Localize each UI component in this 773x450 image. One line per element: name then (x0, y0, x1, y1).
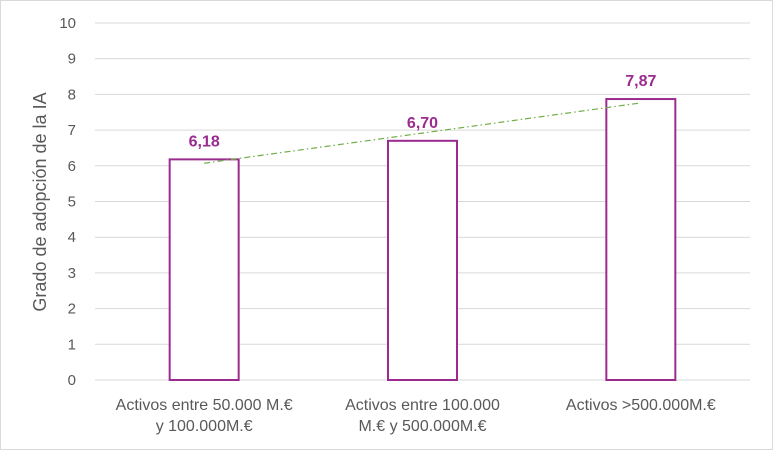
y-tick-label: 1 (68, 336, 76, 353)
x-tick-label: Activos entre 50.000 M.€ (116, 397, 293, 414)
y-tick-label: 2 (68, 301, 76, 318)
y-tick-label: 6 (68, 158, 76, 175)
x-tick-label: Activos >500.000M.€ (566, 397, 716, 414)
x-tick-label: M.€ y 500.000M.€ (358, 418, 486, 435)
y-axis-label: Grado de adopción de la IA (30, 92, 50, 311)
data-label: 7,87 (625, 73, 656, 90)
data-labels: 6,18 6,70 7,87 (189, 73, 657, 150)
x-tick-label: y 100.000M.€ (156, 418, 253, 435)
y-tick-label: 10 (59, 15, 76, 32)
y-tick-label: 3 (68, 265, 76, 282)
bar (168, 158, 240, 381)
y-tick-label: 4 (68, 229, 76, 246)
y-tick-label: 8 (68, 86, 76, 103)
y-tick-label: 7 (68, 122, 76, 139)
y-tick-label: 0 (68, 372, 76, 389)
y-tick-label: 9 (68, 51, 76, 68)
bar (605, 98, 677, 382)
x-category-labels: Activos entre 50.000 M.€ y 100.000M.€ Acti… (116, 397, 716, 435)
x-tick-label: Activos entre 100.000 (345, 397, 500, 414)
bar (387, 139, 458, 381)
data-label: 6,70 (407, 115, 438, 132)
y-tick-label: 5 (68, 194, 76, 211)
bars (168, 98, 677, 382)
trendline-group (204, 102, 641, 164)
data-label: 6,18 (189, 133, 220, 150)
trendline (204, 102, 641, 164)
y-tick-labels: 0 1 2 3 4 5 6 7 8 9 10 (59, 15, 76, 389)
